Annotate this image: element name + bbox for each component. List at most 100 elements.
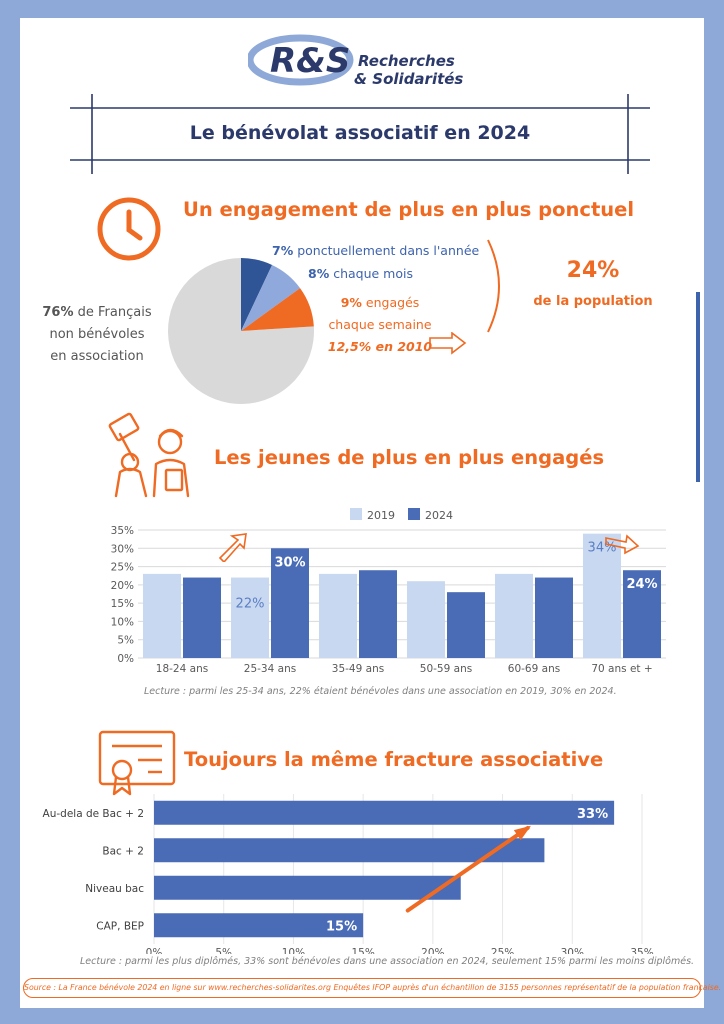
x-tick-50-59-ans: 50-59 ans <box>420 663 472 675</box>
section2-title: Les jeunes de plus en plus engagés <box>214 446 605 469</box>
arrow-icon-2 <box>605 534 640 555</box>
age-bar-chart: 2019 2024 0% 5% 10% 15% 20% 25% 30% 35% 18-24 ans 2… <box>111 508 666 675</box>
bar-18-24-ans-2019 <box>143 573 181 658</box>
data-label-70-ans-et-2024: 24% <box>626 577 657 592</box>
legend-label-2024: 2024 <box>425 509 453 522</box>
x-tick-0: 0% <box>146 947 163 954</box>
bar-50-59-ans-2024 <box>447 592 485 658</box>
x-tick-18-24-ans: 18-24 ans <box>156 663 208 675</box>
y-tick-au-dela-de-bac-2: Au-dela de Bac + 2 <box>43 808 144 820</box>
y-tick-15: 15% <box>111 598 134 610</box>
page-title: Le bénévolat associatif en 2024 <box>189 122 531 144</box>
semaine-text2: chaque semaine <box>328 317 432 332</box>
legend-swatch-2024 <box>408 508 420 520</box>
y-tick-20: 20% <box>111 580 134 592</box>
side-accent-bar <box>696 292 700 482</box>
y-tick-cap-bep: CAP, BEP <box>96 920 144 932</box>
x-tick-70-ans-et: 70 ans et + <box>591 663 652 675</box>
bar-au-dela-de-bac-2 <box>154 800 615 825</box>
data-label-cap-bep: 15% <box>326 919 357 934</box>
y-tick-niveau-bac: Niveau bac <box>85 883 144 895</box>
trend-arrow-icon <box>405 826 530 913</box>
non-volunteer-pct: 76% <box>42 305 74 320</box>
clock-icon <box>97 197 161 261</box>
logo-swoosh <box>248 34 354 86</box>
arrow-icon <box>429 332 467 355</box>
pie-slice-ponctuellement-dans-l-ann-e <box>241 258 273 331</box>
x-tick-20: 20% <box>421 947 444 954</box>
pie-slice-chaque-semaine <box>241 288 314 331</box>
semaine-2010: 12,5% en 2010 <box>327 339 433 354</box>
diploma-icon <box>98 730 176 796</box>
y-tick-bac-2: Bac + 2 <box>102 845 144 857</box>
bar-cap-bep <box>154 913 364 938</box>
semaine-text1: engagés <box>361 295 420 310</box>
bar-70-ans-et-2024 <box>623 570 661 658</box>
bar-35-49-ans-2024 <box>359 570 397 658</box>
brace-icon <box>487 239 500 333</box>
x-tick-15: 15% <box>351 947 374 954</box>
x-tick-60-69-ans: 60-69 ans <box>508 663 560 675</box>
legend-label-2019: 2019 <box>367 509 395 522</box>
semaine-label: 9% engagés chaque semaine 12,5% en 2010 <box>320 292 440 358</box>
bar-25-34-ans-2024 <box>271 548 309 658</box>
y-tick-25: 25% <box>111 562 134 574</box>
non-volunteer-text2: non bénévoles <box>49 327 145 342</box>
ponctuel-label: 7% ponctuellement dans l'année <box>272 243 479 258</box>
mois-text: chaque mois <box>329 266 413 281</box>
bar-18-24-ans-2024 <box>183 577 221 658</box>
bar-60-69-ans-2024 <box>535 577 573 658</box>
section3-title: Toujours la même fracture associative <box>184 748 604 771</box>
ponctuel-pct: 7% <box>272 243 294 258</box>
up-arrow-icon-1 <box>218 533 247 562</box>
footer-source-box: Source : La France bénévole 2024 en lign… <box>23 978 722 998</box>
total-pct: 24% <box>566 258 620 283</box>
trend-arrow-head-icon <box>513 825 531 841</box>
ponctuel-text: ponctuellement dans l'année <box>293 243 480 258</box>
x-tick-25: 25% <box>491 947 514 954</box>
y-tick-30: 30% <box>111 543 134 555</box>
bar-60-69-ans-2019 <box>495 573 533 658</box>
x-tick-30: 30% <box>561 947 584 954</box>
bar-35-49-ans-2019 <box>319 573 357 658</box>
legend-swatch-2019 <box>350 508 362 520</box>
y-tick-5: 5% <box>117 635 134 647</box>
title-frame <box>70 94 650 174</box>
bar-niveau-bac <box>154 875 461 900</box>
total-text: de la population <box>533 294 653 309</box>
non-volunteer-label: 76% de Français non bénévoles en associa… <box>32 302 162 368</box>
mois-pct: 8% <box>308 266 330 281</box>
data-label-25-34-ans-2024: 30% <box>274 555 305 570</box>
bar-bac-2 <box>154 838 545 863</box>
x-tick-5: 5% <box>215 947 232 954</box>
bar-25-34-ans-2019 <box>231 577 269 658</box>
data-label-25-34-ans-2019: 22% <box>236 597 265 612</box>
y-tick-10: 10% <box>111 616 134 628</box>
y-tick-35: 35% <box>111 525 134 537</box>
bar-50-59-ans-2019 <box>407 581 445 658</box>
section1-title: Un engagement de plus en plus ponctuel <box>183 198 635 221</box>
logo-letters: R&S <box>270 41 350 81</box>
footer-source-text: Source : La France bénévole 2024 en lign… <box>24 983 722 992</box>
non-volunteer-text3: en association <box>50 349 144 364</box>
y-tick-0: 0% <box>117 653 134 665</box>
data-label-au-dela-de-bac-2: 33% <box>577 807 608 822</box>
infographic-page: R&S Recherches & Solidarités Le bénévola… <box>20 18 722 1008</box>
semaine-pct: 9% <box>340 295 362 310</box>
bar-70-ans-et-2019 <box>583 533 621 658</box>
pie-slice-chaque-mois <box>241 264 301 331</box>
logo-line1: Recherches <box>358 52 455 70</box>
section2-note: Lecture : parmi les 25-34 ans, 22% étaie… <box>144 686 617 697</box>
x-tick-10: 10% <box>282 947 305 954</box>
x-tick-25-34-ans: 25-34 ans <box>244 663 296 675</box>
x-tick-35: 35% <box>630 947 653 954</box>
non-volunteer-text1: de Français <box>73 305 152 320</box>
volunteers-icon <box>108 412 190 498</box>
logo-line2: & Solidarités <box>354 70 463 88</box>
diploma-bar-chart: 0% 5% 10% 15% 20% 25% 30% 35% Au-dela de Bac + 2… <box>43 794 654 954</box>
engagement-pie-chart <box>168 258 314 404</box>
x-tick-35-49-ans: 35-49 ans <box>332 663 384 675</box>
logo: R&S Recherches & Solidarités <box>248 34 463 88</box>
section3-note: Lecture : parmi les plus diplômés, 33% s… <box>80 956 695 967</box>
mois-label: 8% chaque mois <box>308 266 413 281</box>
